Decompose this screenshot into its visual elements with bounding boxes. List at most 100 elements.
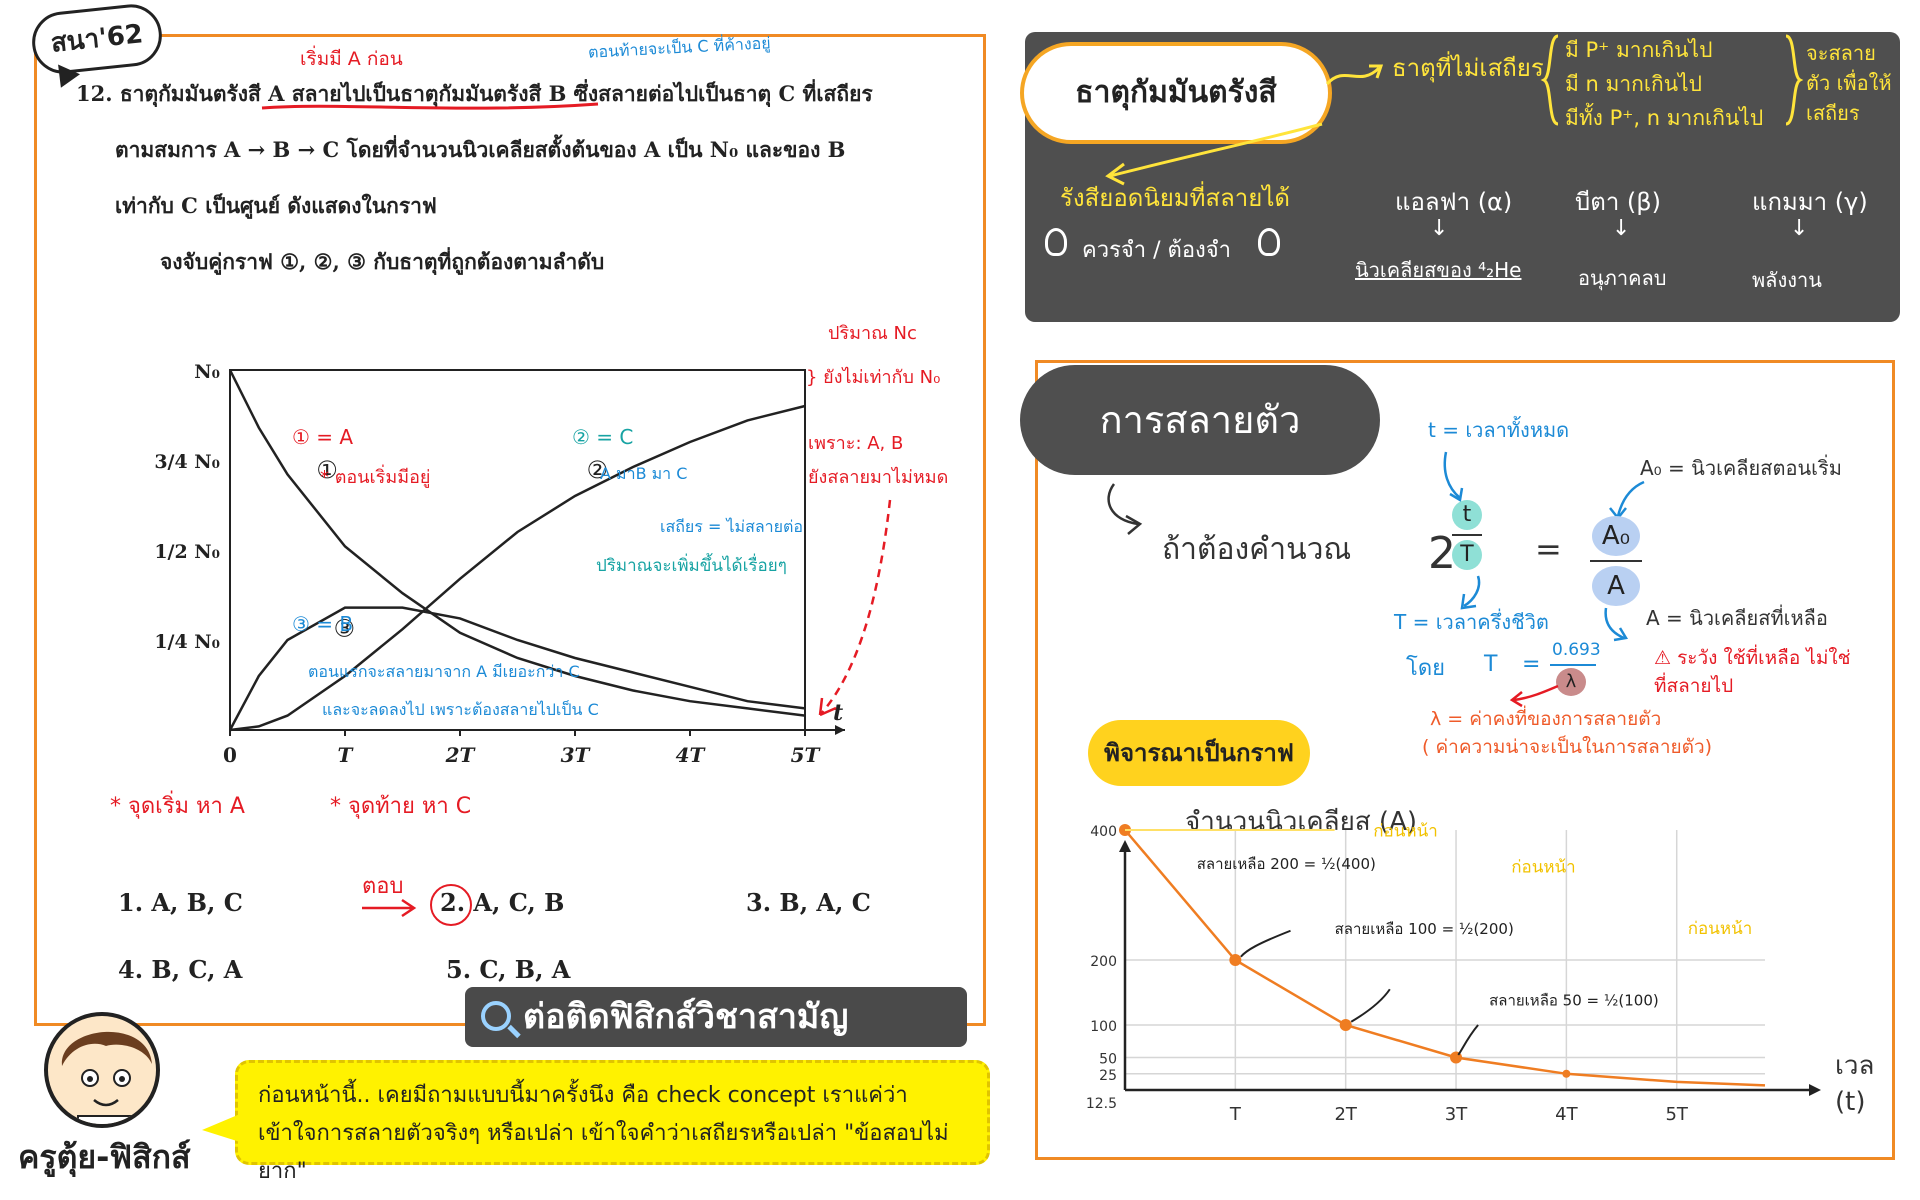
curve2-note-2: เสถียร = ไม่สลายต่อ — [660, 517, 803, 536]
option-3[interactable]: 3. B, A, C — [746, 888, 871, 917]
calc-label: ถ้าต้องคำนวณ — [1162, 532, 1352, 567]
graph-badge: พิจารณาเป็นกราฟ — [1088, 720, 1310, 786]
beta-value: อนุภาคลบ — [1578, 266, 1667, 290]
beta-label: บีตา (β) — [1575, 188, 1661, 216]
option-4[interactable]: 4. B, C, A — [118, 955, 243, 984]
curve1-note: * ตอนเริ่มมีอยู่ — [320, 467, 431, 488]
yellow-brace-left — [1540, 34, 1559, 126]
bulb-icon — [1258, 228, 1280, 256]
series-marker: ③ — [334, 614, 356, 642]
y-tick-label: 3/4 N₀ — [154, 451, 220, 473]
x-tick-label: 5T — [791, 743, 822, 767]
x-axis-label-unit: (t) — [1835, 1087, 1865, 1117]
T-label: T = เวลาครึ่งชีวิต — [1394, 610, 1549, 634]
down-arrow-icon: ↓ — [1790, 216, 1809, 241]
series-marker: ① — [316, 456, 338, 484]
option-5[interactable]: 5. C, B, A — [446, 955, 571, 984]
decay-title: การสลายตัว — [1020, 365, 1380, 475]
y-tick-label: 100 — [1090, 1019, 1117, 1035]
x-tick-label: T — [338, 743, 355, 767]
curve3-note-1: ตอนแรกจะสลายมาจาก A มีเยอะกว่า C — [308, 662, 580, 681]
alpha-value: นิวเคลียสของ ⁴₂He — [1355, 258, 1522, 282]
y-tick-label: 200 — [1090, 954, 1117, 970]
decay-point — [1562, 1069, 1571, 1078]
half-life-num: 0.693 — [1552, 640, 1601, 660]
lambda-note: ( ค่าความน่าจะเป็นในการสลายตัว) — [1422, 736, 1713, 758]
eq-t: t — [1452, 500, 1482, 530]
by-label: โดย — [1406, 656, 1445, 681]
y-tick-label: 1/2 N₀ — [154, 541, 220, 563]
half-life-den: λ — [1556, 668, 1586, 696]
red-arrow-lambda — [1509, 684, 1559, 708]
series-line-1 — [228, 369, 806, 717]
y-axis-arrow — [1119, 840, 1131, 852]
pointer-arrow — [1350, 988, 1391, 1023]
bubble-line-2: เข้าใจการสลายตัวจริงๆ หรือเปล่า เข้าใจคำ… — [258, 1121, 949, 1184]
blue-arrow-T — [1460, 575, 1481, 610]
banner-text: ต่อติดฟิสิกส์วิชาสามัญ — [523, 997, 849, 1037]
red-dashed-arrow — [818, 499, 892, 717]
down-arrow-icon: ↓ — [1612, 216, 1631, 241]
bubble-line-1: ก่อนหน้านี้.. เคยมีถามแบบนี้มาครั้งนึง ค… — [258, 1083, 908, 1108]
gamma-label: แกมมา (γ) — [1752, 188, 1868, 216]
question-line-4: จงจับคู่กราฟ ①, ②, ③ กับธาตุที่ถูกต้องตา… — [160, 249, 605, 274]
underline-red — [261, 102, 599, 110]
question-panel — [34, 34, 986, 1026]
half-life-chart: จำนวนนิวเคลียส (A) เวลา (t) T 2T 3T 4T 5T 400 200… — [1086, 807, 1875, 1125]
annotation-3: สลายเหลือ 50 = ½(100) — [1489, 992, 1659, 1010]
note-start-a: เริ่มมี A ก่อน — [300, 48, 403, 70]
curve2-label: ② = C — [572, 425, 634, 449]
y-tick-label: 12.5 — [1086, 1096, 1117, 1112]
a-label: A = นิวเคลียสที่เหลือ — [1646, 606, 1828, 630]
before-label: ก่อนหน้า — [1511, 857, 1576, 877]
x-axis-label: เวลา — [1835, 1051, 1875, 1081]
T-symbol: T — [1484, 652, 1498, 677]
x-tick-label: 3T — [561, 743, 592, 767]
note-not-equal: } ยังไม่เท่ากับ N₀ — [806, 367, 941, 388]
y-tick-label: 50 — [1099, 1052, 1117, 1068]
decay-point — [1339, 1019, 1352, 1031]
curl-arrow-icon — [1107, 483, 1143, 535]
reason-1: มี P⁺ มากเกินไป — [1565, 38, 1713, 62]
lambda-label: λ = ค่าคงที่ของการสลายตัว — [1430, 708, 1662, 730]
pointer-arrow — [1457, 1024, 1479, 1056]
option-1[interactable]: 1. A, B, C — [118, 888, 243, 917]
magnifier-icon — [481, 1001, 511, 1031]
annotation-1: สลายเหลือ 200 = ½(400) — [1197, 855, 1376, 873]
eq-frac-bar — [1590, 560, 1642, 562]
decay-point — [1229, 954, 1242, 966]
course-banner: ต่อติดฟิสิกส์วิชาสามัญ — [465, 987, 967, 1047]
reason-2: มี n มากเกินไป — [1565, 72, 1702, 96]
curve1-label: ① = A — [292, 425, 354, 449]
note-end-point: * จุดท้าย หา C — [330, 794, 472, 819]
curve2-note-3: ปริมาณจะเพิ่มขึ้นได้เรื่อยๆ — [596, 556, 787, 576]
x-tick-label: 2T — [445, 743, 477, 767]
eq-T: T — [1452, 540, 1482, 570]
down-arrow-icon: ↓ — [1430, 216, 1449, 241]
eq-equal: = — [1535, 530, 1562, 568]
note-start-point: * จุดเริ่ม หา A — [110, 794, 245, 819]
before-label: ก่อนหน้า — [1373, 822, 1438, 842]
answer-arrow — [362, 898, 417, 918]
x-tick-label: 4T — [1555, 1104, 1578, 1125]
option-2[interactable]: 2. A, C, B — [440, 888, 565, 917]
bubble-tail — [202, 1114, 240, 1142]
x-axis-arrow — [1809, 1084, 1821, 1096]
bulb-icon — [1045, 228, 1067, 256]
gamma-value: พลังงาน — [1752, 268, 1822, 292]
question-line-3: เท่ากับ C เป็นศูนย์ ดังแสดงในกราฟ — [115, 193, 437, 218]
x-tick-label: T — [1229, 1104, 1242, 1125]
pointer-arrow — [1240, 929, 1291, 958]
question-line-2: ตามสมการ A → B → C โดยที่จำนวนนิวเคลียสต… — [115, 137, 846, 162]
eq-exp-bar — [1452, 534, 1482, 536]
x-tick-label: 2T — [1334, 1104, 1357, 1125]
curve3-note-2: และจะลดลงไป เพราะต้องสลายไปเป็น C — [322, 700, 599, 719]
question-line-1: 12. ธาตุกัมมันตรังสี A สลายไปเป็นธาตุกัม… — [76, 81, 873, 106]
answer-circle — [430, 884, 472, 926]
blue-arrow-t — [1443, 451, 1464, 503]
reason-3: มีทั้ง P⁺, n มากเกินไป — [1565, 106, 1764, 130]
eq-base: 2 — [1428, 528, 1456, 579]
y-tick-label: 1/4 N₀ — [154, 631, 220, 653]
teacher-note-bubble: ก่อนหน้านี้.. เคยมีถามแบบนี้มาครั้งนึง ค… — [235, 1060, 990, 1184]
teacher-avatar — [44, 1012, 160, 1128]
